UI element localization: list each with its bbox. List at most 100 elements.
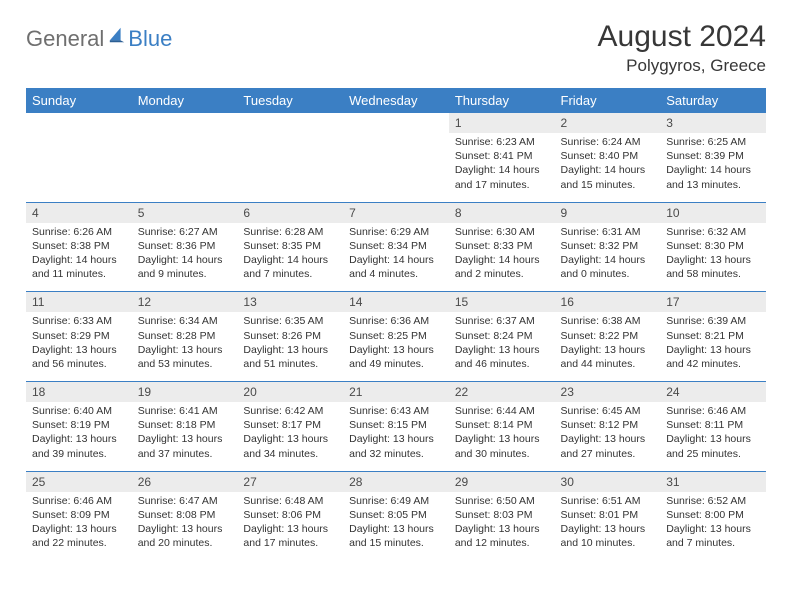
day-number-row: 18192021222324 — [26, 382, 766, 403]
daylight-text: and 11 minutes. — [32, 267, 126, 281]
header: General Blue August 2024 Polygyros, Gree… — [26, 20, 766, 76]
sunrise-text: Sunrise: 6:36 AM — [349, 314, 443, 328]
day-detail-cell: Sunrise: 6:25 AMSunset: 8:39 PMDaylight:… — [660, 133, 766, 202]
daylight-text: and 58 minutes. — [666, 267, 760, 281]
sunset-text: Sunset: 8:09 PM — [32, 508, 126, 522]
day-detail-cell: Sunrise: 6:44 AMSunset: 8:14 PMDaylight:… — [449, 402, 555, 471]
daylight-text: and 27 minutes. — [561, 447, 655, 461]
daylight-text: and 2 minutes. — [455, 267, 549, 281]
day-number-cell: 19 — [132, 382, 238, 403]
day-header: Friday — [555, 88, 661, 113]
daylight-text: Daylight: 13 hours — [349, 522, 443, 536]
daylight-text: Daylight: 13 hours — [349, 343, 443, 357]
sunset-text: Sunset: 8:06 PM — [243, 508, 337, 522]
day-header: Monday — [132, 88, 238, 113]
sunset-text: Sunset: 8:39 PM — [666, 149, 760, 163]
daylight-text: Daylight: 14 hours — [561, 163, 655, 177]
day-detail-cell — [237, 133, 343, 202]
daylight-text: and 4 minutes. — [349, 267, 443, 281]
day-detail-cell: Sunrise: 6:37 AMSunset: 8:24 PMDaylight:… — [449, 312, 555, 381]
daylight-text: and 42 minutes. — [666, 357, 760, 371]
sunset-text: Sunset: 8:34 PM — [349, 239, 443, 253]
sunset-text: Sunset: 8:08 PM — [138, 508, 232, 522]
daylight-text: and 46 minutes. — [455, 357, 549, 371]
daylight-text: Daylight: 13 hours — [561, 522, 655, 536]
daylight-text: and 9 minutes. — [138, 267, 232, 281]
daylight-text: Daylight: 14 hours — [138, 253, 232, 267]
day-detail-cell: Sunrise: 6:51 AMSunset: 8:01 PMDaylight:… — [555, 492, 661, 561]
day-detail-cell: Sunrise: 6:40 AMSunset: 8:19 PMDaylight:… — [26, 402, 132, 471]
day-number-cell: 14 — [343, 292, 449, 313]
sunset-text: Sunset: 8:21 PM — [666, 329, 760, 343]
location: Polygyros, Greece — [598, 56, 766, 76]
sunset-text: Sunset: 8:24 PM — [455, 329, 549, 343]
day-detail-cell: Sunrise: 6:32 AMSunset: 8:30 PMDaylight:… — [660, 223, 766, 292]
day-detail-cell: Sunrise: 6:46 AMSunset: 8:09 PMDaylight:… — [26, 492, 132, 561]
day-detail-cell — [132, 133, 238, 202]
daylight-text: and 10 minutes. — [561, 536, 655, 550]
day-detail-cell: Sunrise: 6:39 AMSunset: 8:21 PMDaylight:… — [660, 312, 766, 381]
daylight-text: Daylight: 13 hours — [666, 253, 760, 267]
daylight-text: and 13 minutes. — [666, 178, 760, 192]
day-header: Wednesday — [343, 88, 449, 113]
daylight-text: and 53 minutes. — [138, 357, 232, 371]
day-detail-cell: Sunrise: 6:29 AMSunset: 8:34 PMDaylight:… — [343, 223, 449, 292]
day-number-cell — [132, 113, 238, 133]
day-detail-cell: Sunrise: 6:26 AMSunset: 8:38 PMDaylight:… — [26, 223, 132, 292]
day-number-cell: 11 — [26, 292, 132, 313]
sunset-text: Sunset: 8:29 PM — [32, 329, 126, 343]
day-number-cell: 7 — [343, 202, 449, 223]
day-number-cell: 9 — [555, 202, 661, 223]
sunset-text: Sunset: 8:25 PM — [349, 329, 443, 343]
day-number-cell: 1 — [449, 113, 555, 133]
sail-icon — [108, 26, 126, 44]
day-detail-row: Sunrise: 6:33 AMSunset: 8:29 PMDaylight:… — [26, 312, 766, 381]
sunset-text: Sunset: 8:32 PM — [561, 239, 655, 253]
day-header: Saturday — [660, 88, 766, 113]
day-number-cell: 12 — [132, 292, 238, 313]
daylight-text: and 56 minutes. — [32, 357, 126, 371]
daylight-text: and 12 minutes. — [455, 536, 549, 550]
daylight-text: Daylight: 13 hours — [349, 432, 443, 446]
daylight-text: and 44 minutes. — [561, 357, 655, 371]
daylight-text: and 49 minutes. — [349, 357, 443, 371]
sunset-text: Sunset: 8:15 PM — [349, 418, 443, 432]
day-detail-cell: Sunrise: 6:24 AMSunset: 8:40 PMDaylight:… — [555, 133, 661, 202]
sunset-text: Sunset: 8:18 PM — [138, 418, 232, 432]
calendar-body: 123Sunrise: 6:23 AMSunset: 8:41 PMDaylig… — [26, 113, 766, 560]
daylight-text: Daylight: 13 hours — [32, 432, 126, 446]
month-title: August 2024 — [598, 20, 766, 54]
sunrise-text: Sunrise: 6:50 AM — [455, 494, 549, 508]
day-detail-cell: Sunrise: 6:34 AMSunset: 8:28 PMDaylight:… — [132, 312, 238, 381]
day-number-cell: 23 — [555, 382, 661, 403]
day-header-row: Sunday Monday Tuesday Wednesday Thursday… — [26, 88, 766, 113]
daylight-text: Daylight: 13 hours — [666, 343, 760, 357]
sunrise-text: Sunrise: 6:51 AM — [561, 494, 655, 508]
daylight-text: Daylight: 13 hours — [138, 343, 232, 357]
calendar-table: Sunday Monday Tuesday Wednesday Thursday… — [26, 88, 766, 560]
day-detail-cell — [26, 133, 132, 202]
day-number-cell: 3 — [660, 113, 766, 133]
sunset-text: Sunset: 8:26 PM — [243, 329, 337, 343]
day-number-cell — [343, 113, 449, 133]
day-number-cell: 10 — [660, 202, 766, 223]
sunrise-text: Sunrise: 6:34 AM — [138, 314, 232, 328]
day-detail-cell: Sunrise: 6:49 AMSunset: 8:05 PMDaylight:… — [343, 492, 449, 561]
day-header: Sunday — [26, 88, 132, 113]
day-detail-cell: Sunrise: 6:50 AMSunset: 8:03 PMDaylight:… — [449, 492, 555, 561]
daylight-text: and 15 minutes. — [349, 536, 443, 550]
day-number-cell: 13 — [237, 292, 343, 313]
daylight-text: Daylight: 13 hours — [138, 522, 232, 536]
day-detail-cell: Sunrise: 6:31 AMSunset: 8:32 PMDaylight:… — [555, 223, 661, 292]
day-number-cell: 29 — [449, 471, 555, 492]
day-header: Thursday — [449, 88, 555, 113]
daylight-text: Daylight: 14 hours — [349, 253, 443, 267]
daylight-text: Daylight: 14 hours — [455, 163, 549, 177]
day-detail-cell: Sunrise: 6:46 AMSunset: 8:11 PMDaylight:… — [660, 402, 766, 471]
daylight-text: Daylight: 13 hours — [243, 343, 337, 357]
daylight-text: Daylight: 14 hours — [32, 253, 126, 267]
sunrise-text: Sunrise: 6:42 AM — [243, 404, 337, 418]
daylight-text: and 15 minutes. — [561, 178, 655, 192]
day-detail-cell: Sunrise: 6:23 AMSunset: 8:41 PMDaylight:… — [449, 133, 555, 202]
daylight-text: Daylight: 14 hours — [666, 163, 760, 177]
